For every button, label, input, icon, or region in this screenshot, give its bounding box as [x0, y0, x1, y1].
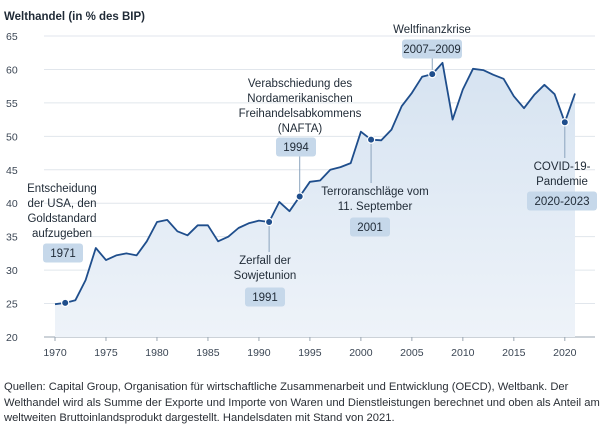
annotation-marker	[60, 298, 70, 308]
x-tick-label: 2015	[502, 347, 526, 359]
y-tick-label: 25	[6, 299, 18, 311]
annotation-marker	[560, 118, 570, 127]
annotation-badge	[245, 287, 285, 307]
annotation-text: COVID-19-	[534, 161, 591, 173]
annotation-text: Freihandelsabkommens	[239, 108, 362, 120]
x-tick-label: 2010	[451, 347, 475, 359]
annotation-text: Sowjetunion	[234, 270, 297, 282]
annotation-marker	[366, 135, 376, 144]
x-axis: 1970 1975 1980 1985 1990 1995 2000 2005 2010 2015…	[43, 337, 577, 359]
annotation-text: (NAFTA)	[278, 123, 323, 135]
annotation-badge	[276, 137, 316, 157]
y-tick-label: 50	[6, 131, 18, 143]
annotation-text: Terroranschläge vom	[321, 186, 428, 198]
area-layer	[54, 61, 576, 338]
annotation-text: Entscheidung	[27, 183, 97, 195]
annotation-text: Verabschiedung des	[248, 78, 352, 90]
y-axis: 20 25 30 35 40 45 50 55 60 65	[6, 31, 18, 344]
y-tick-label: 30	[6, 265, 18, 277]
area-fill	[55, 62, 575, 338]
annotation-marker	[428, 69, 437, 79]
y-tick-label: 55	[6, 98, 18, 110]
y-tick-label: 45	[6, 165, 18, 177]
annotation-marker	[295, 192, 304, 201]
annotation-badge	[402, 39, 462, 59]
annotation-badge-label: 2001	[357, 222, 383, 234]
x-tick-label: 2005	[400, 347, 424, 359]
series-line	[54, 61, 576, 306]
x-tick-label: 1990	[247, 347, 271, 359]
annotation-badge-label: 1994	[283, 142, 309, 154]
annotation-text: Goldstandard	[27, 213, 96, 225]
y-tick-label: 65	[6, 31, 18, 43]
annotation-text: Pandemie	[536, 176, 588, 188]
annotation-badge-label: 2007–2009	[403, 44, 461, 56]
chart-title: Welthandel (in % des BIP)	[4, 11, 145, 23]
x-tick-label: 1985	[196, 347, 220, 359]
annotation-text: aufzugeben	[32, 228, 92, 240]
x-tick-label: 2020	[553, 347, 577, 359]
annotation-badge	[43, 243, 83, 263]
x-tick-label: 1975	[94, 347, 118, 359]
y-tick-label: 60	[6, 64, 18, 76]
annotation-badge	[527, 191, 597, 211]
annotation-badge-label: 2020-2023	[535, 196, 590, 208]
annotation-marker	[264, 217, 274, 227]
y-tick-label: 20	[6, 332, 18, 344]
annotation-text: Weltfinanzkrise	[393, 24, 471, 36]
x-tick-label: 1970	[43, 347, 67, 359]
annotation-text: Nordamerikanischen	[247, 93, 352, 105]
source-note: Quellen: Capital Group, Organisation für…	[4, 381, 600, 424]
annotation-badge-label: 1971	[50, 248, 76, 260]
annotation-badge-label: 1991	[252, 292, 278, 304]
y-tick-label: 35	[6, 232, 18, 244]
trade-chart: Welthandel (in % des BIP) 20 25 30 35 40 45 50…	[4, 11, 597, 359]
annotation-badge	[350, 217, 390, 237]
annotation-text: 11. September	[338, 201, 413, 213]
x-tick-label: 2000	[349, 347, 373, 359]
x-tick-label: 1995	[298, 347, 322, 359]
annotations: Entscheidung der USA, den Goldstandard aufz…	[27, 24, 597, 308]
x-tick-label: 1980	[145, 347, 169, 359]
y-tick-label: 40	[6, 198, 18, 210]
annotation-text: Zerfall der	[239, 255, 291, 267]
annotation-text: der USA, den	[27, 198, 96, 210]
